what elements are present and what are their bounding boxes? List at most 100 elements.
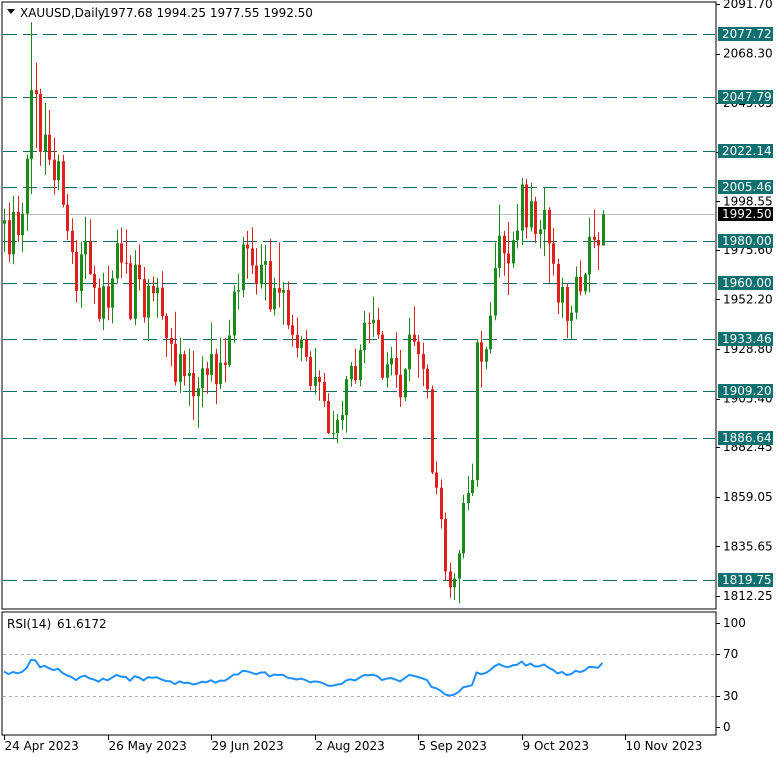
candle xyxy=(323,372,326,407)
candle-body xyxy=(449,571,452,588)
candle xyxy=(125,229,128,274)
candle xyxy=(39,88,42,166)
level-label-bg xyxy=(718,180,773,194)
candle xyxy=(593,209,596,249)
candle-body xyxy=(98,287,101,319)
candle-body xyxy=(291,325,294,335)
candle xyxy=(93,265,96,304)
level-label-bg xyxy=(718,573,773,587)
candle xyxy=(143,267,146,323)
level-label-bg xyxy=(718,384,773,398)
candle xyxy=(300,335,303,362)
candle xyxy=(260,244,263,289)
candle xyxy=(75,240,78,303)
candle xyxy=(422,342,425,387)
rsi-guide-lines xyxy=(3,654,715,697)
candle xyxy=(71,218,74,265)
candle-body xyxy=(278,288,281,293)
candle-body xyxy=(305,339,308,358)
candle-body xyxy=(62,161,65,205)
price-tick-label: 1812.25 xyxy=(723,589,773,603)
candle xyxy=(345,376,348,433)
candle-body xyxy=(530,201,533,228)
candle-body xyxy=(584,274,587,292)
candle xyxy=(66,193,69,240)
candle xyxy=(476,339,479,487)
candle xyxy=(521,178,524,245)
candle xyxy=(282,281,285,325)
candle-body xyxy=(12,211,15,255)
candle xyxy=(467,476,470,511)
candle xyxy=(269,238,272,312)
candle xyxy=(48,110,51,165)
candle-body xyxy=(327,401,330,434)
candle-body xyxy=(197,388,200,397)
candle-body xyxy=(273,288,276,310)
candle xyxy=(512,231,515,268)
level-label-bg xyxy=(718,90,773,104)
level-label: 1819.75 xyxy=(722,573,772,587)
candle xyxy=(489,302,492,354)
candle xyxy=(507,221,510,296)
candle xyxy=(161,271,164,320)
candle-body xyxy=(557,263,560,303)
price-tick-label: 2091.70 xyxy=(723,0,773,11)
candle xyxy=(246,230,249,279)
time-tick-label: 9 Oct 2023 xyxy=(523,739,590,753)
candle-body xyxy=(534,201,537,235)
candle-body xyxy=(476,342,479,481)
candle-body xyxy=(381,334,384,378)
candle xyxy=(552,227,555,276)
candle xyxy=(359,344,362,387)
candle xyxy=(233,285,236,343)
time-tick-label: 24 Apr 2023 xyxy=(5,739,79,753)
candle-body xyxy=(399,374,402,398)
dropdown-triangle-icon[interactable] xyxy=(7,9,15,14)
candle-body xyxy=(111,278,114,308)
candle-body xyxy=(260,264,263,285)
candle-body xyxy=(354,365,357,381)
candle xyxy=(309,351,312,391)
candle-body xyxy=(26,158,29,214)
candle xyxy=(62,154,65,208)
candle xyxy=(44,102,47,175)
candle xyxy=(273,277,276,316)
candle-body xyxy=(102,286,105,319)
candle xyxy=(174,311,177,386)
candle xyxy=(206,361,209,394)
candle xyxy=(3,208,6,253)
level-label-bg xyxy=(718,276,773,290)
candle xyxy=(363,310,366,364)
header: XAUUSD,Daily 1977.68 1994.25 1977.55 199… xyxy=(7,6,313,20)
candle-body xyxy=(597,239,600,246)
candle-body xyxy=(503,235,506,254)
rsi-tick-label: 0 xyxy=(723,720,731,734)
candle-body xyxy=(80,254,83,291)
candle xyxy=(264,245,267,301)
level-label: 1909.20 xyxy=(722,384,772,398)
candle xyxy=(26,154,29,231)
candle-body xyxy=(318,376,321,383)
time-tick-label: 5 Sep 2023 xyxy=(419,739,487,753)
candle xyxy=(314,347,317,395)
candle-body xyxy=(35,90,38,95)
candle-body xyxy=(161,287,164,316)
candle-body xyxy=(219,362,222,385)
candle-body xyxy=(507,253,510,264)
candle xyxy=(251,227,254,274)
candle xyxy=(539,219,542,249)
candle xyxy=(179,337,182,393)
candle-body xyxy=(570,312,573,321)
candle-body xyxy=(390,357,393,365)
candle xyxy=(372,296,375,338)
candle-body xyxy=(129,263,132,319)
level-label: 2005.46 xyxy=(722,180,772,194)
candle xyxy=(116,229,119,284)
candle xyxy=(534,196,537,243)
candle xyxy=(570,305,573,340)
candle-body xyxy=(336,420,339,434)
candle xyxy=(192,350,195,421)
candle xyxy=(341,400,344,430)
candle xyxy=(8,202,11,263)
